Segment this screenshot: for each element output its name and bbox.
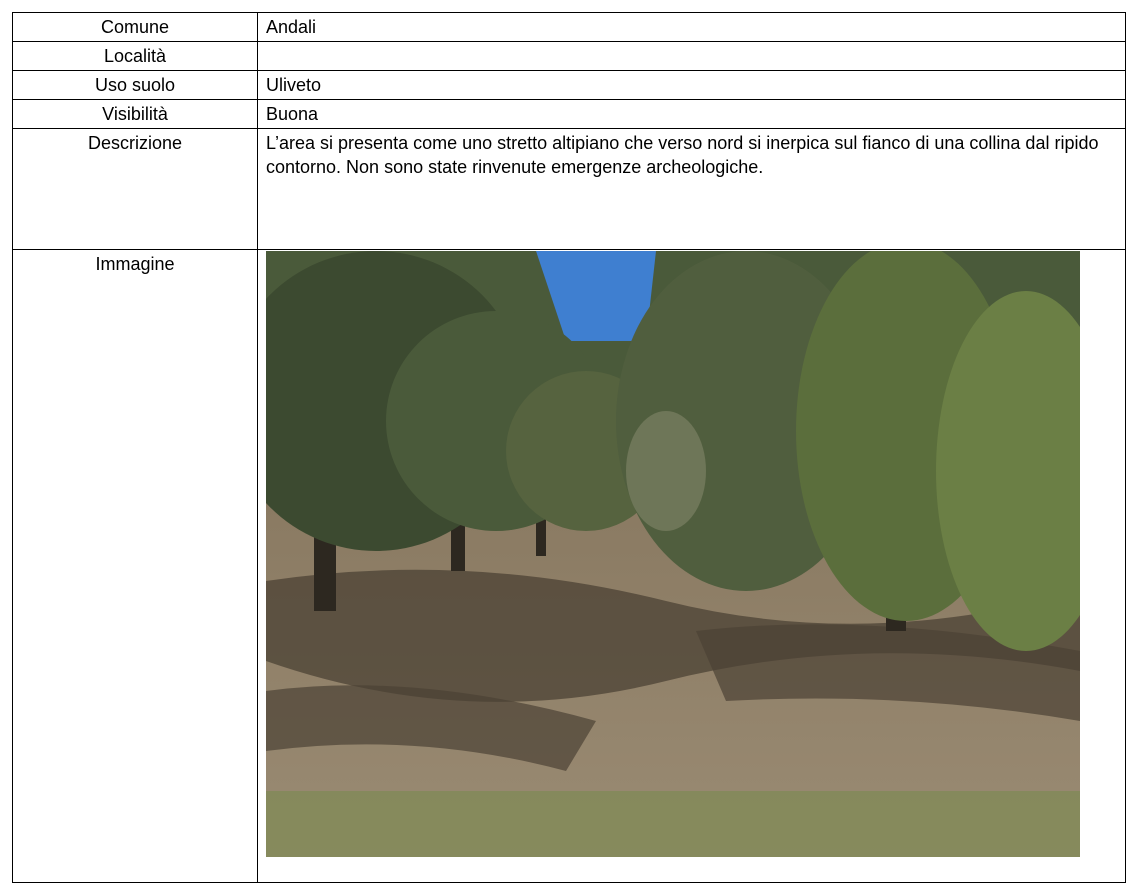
- field-value: L’area si presenta come uno stretto alti…: [257, 128, 1126, 250]
- table-row: Località: [12, 41, 1126, 71]
- olive-grove-photo: [266, 251, 1080, 857]
- field-label: Visibilità: [12, 99, 258, 129]
- field-label: Immagine: [12, 249, 258, 883]
- field-value: [257, 41, 1126, 71]
- field-label: Descrizione: [12, 128, 258, 250]
- field-value: Uliveto: [257, 70, 1126, 100]
- field-label: Comune: [12, 12, 258, 42]
- table-row: Uso suolo Uliveto: [12, 70, 1126, 100]
- table-row: Immagine: [12, 249, 1126, 883]
- table-row: Visibilità Buona: [12, 99, 1126, 129]
- record-table: Comune Andali Località Uso suolo Uliveto…: [12, 12, 1126, 883]
- image-cell: [257, 249, 1126, 883]
- field-label: Località: [12, 41, 258, 71]
- field-value: Buona: [257, 99, 1126, 129]
- table-row: Comune Andali: [12, 12, 1126, 42]
- field-label: Uso suolo: [12, 70, 258, 100]
- field-value: Andali: [257, 12, 1126, 42]
- table-row: Descrizione L’area si presenta come uno …: [12, 128, 1126, 250]
